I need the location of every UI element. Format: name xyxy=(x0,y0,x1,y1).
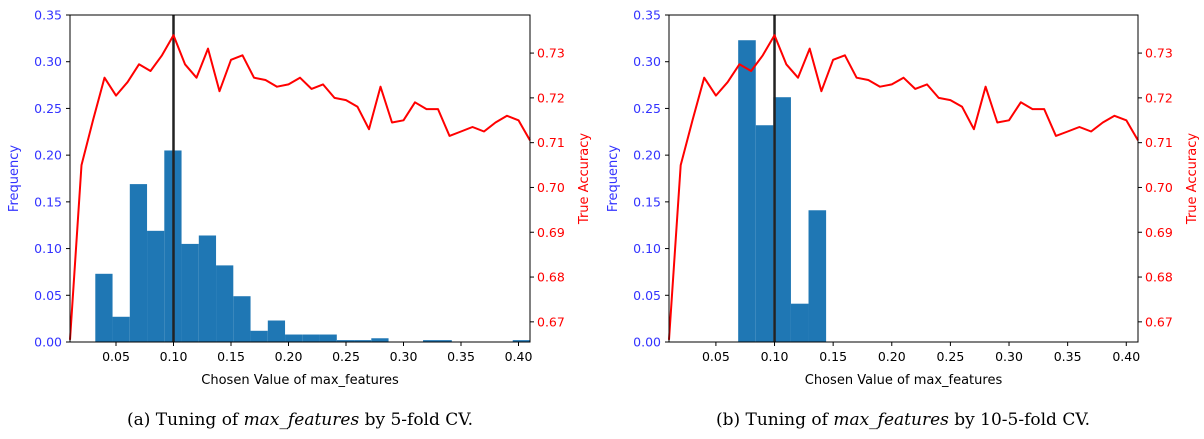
y-left-tick-label: 0.00 xyxy=(633,335,661,350)
y-right-tick-label: 0.69 xyxy=(537,225,565,240)
histogram-bar xyxy=(95,273,113,342)
histogram-bar xyxy=(371,338,389,342)
histogram-bar xyxy=(790,303,809,342)
y-left-tick-label: 0.30 xyxy=(633,54,661,69)
histogram-bar xyxy=(216,265,234,342)
histogram-bar xyxy=(267,320,286,342)
y-left-tick-label: 0.35 xyxy=(34,8,62,23)
histogram-bar xyxy=(233,296,251,342)
y-left-tick-label: 0.10 xyxy=(34,241,62,256)
histogram-bar xyxy=(285,334,303,342)
y-left-tick-label: 0.20 xyxy=(34,148,62,163)
x-tick-label: 0.05 xyxy=(102,349,130,364)
y-right-tick-label: 0.72 xyxy=(1145,90,1173,105)
histogram-bar xyxy=(773,97,791,343)
y-right-tick-label: 0.67 xyxy=(537,314,565,329)
x-tick-label: 0.20 xyxy=(878,349,906,364)
caption-suffix: by 10-5-fold CV. xyxy=(949,410,1090,430)
plot-frame xyxy=(69,14,531,343)
y-left-tick-label: 0.20 xyxy=(633,148,661,163)
true-accuracy-line xyxy=(69,34,531,340)
y-right-tick-label: 0.71 xyxy=(1145,135,1173,150)
y-right-tick-label: 0.72 xyxy=(537,90,565,105)
x-tick-label: 0.30 xyxy=(390,349,418,364)
y-left-axis-label: Frequency xyxy=(7,145,22,212)
histogram-bar xyxy=(755,125,774,342)
y-right-tick-label: 0.71 xyxy=(537,135,565,150)
x-tick-label: 0.10 xyxy=(761,349,789,364)
histogram-bar xyxy=(319,334,337,342)
y-left-tick-label: 0.15 xyxy=(34,194,62,209)
x-tick-label: 0.15 xyxy=(217,349,245,364)
caption-prefix: (a) Tuning of xyxy=(127,410,244,430)
histogram-bar xyxy=(808,210,827,342)
caption-suffix: by 5-fold CV. xyxy=(359,410,473,430)
x-tick-label: 0.35 xyxy=(1054,349,1082,364)
x-tick-label: 0.20 xyxy=(275,349,303,364)
panel-b: 0.05 0.10 0.15 0.20 0.25 0.30 0.35 0.40 0.00 0.05… xyxy=(606,8,1200,431)
y-left-tick-label: 0.25 xyxy=(34,101,62,116)
plot-frame xyxy=(668,14,1139,343)
true-accuracy-line xyxy=(668,34,1139,340)
y-right-tick-label: 0.73 xyxy=(537,46,565,61)
y-right-axis-label: True Accuracy xyxy=(1185,133,1200,225)
y-left-tick-label: 0.10 xyxy=(633,241,661,256)
caption-prefix: (b) Tuning of xyxy=(716,410,833,430)
panel-a: 0.05 0.10 0.15 0.20 0.25 0.30 0.35 0.40 0.00 0.05… xyxy=(7,8,592,431)
histogram-bar xyxy=(336,340,355,342)
histogram-bar xyxy=(129,184,148,342)
y-left-tick-label: 0.05 xyxy=(633,288,661,303)
y-right-tick-label: 0.69 xyxy=(1145,225,1173,240)
histogram-bar xyxy=(354,340,372,342)
caption-math: max_features xyxy=(244,410,360,430)
y-right-tick-label: 0.67 xyxy=(1145,314,1173,329)
histogram-bar xyxy=(512,340,530,342)
histogram-bar xyxy=(250,330,268,342)
y-left-tick-label: 0.35 xyxy=(633,8,661,23)
y-right-tick-label: 0.68 xyxy=(1145,270,1173,285)
y-right-tick-label: 0.70 xyxy=(1145,180,1173,195)
y-right-axis-label: True Accuracy xyxy=(577,133,592,225)
y-left-tick-label: 0.00 xyxy=(34,335,62,350)
y-right-tick-label: 0.73 xyxy=(1145,46,1173,61)
x-axis-label: Chosen Value of max_features xyxy=(805,373,1003,388)
histogram-bar xyxy=(147,230,165,342)
y-right-tick-label: 0.68 xyxy=(537,270,565,285)
figure-caption: (b) Tuning of max_features by 10-5-fold … xyxy=(716,410,1090,430)
x-tick-label: 0.40 xyxy=(1112,349,1140,364)
figure-caption: (a) Tuning of max_features by 5-fold CV. xyxy=(127,410,473,430)
y-left-tick-label: 0.25 xyxy=(633,101,661,116)
y-left-tick-label: 0.05 xyxy=(34,288,62,303)
x-tick-label: 0.15 xyxy=(819,349,847,364)
x-tick-label: 0.10 xyxy=(160,349,188,364)
x-tick-label: 0.35 xyxy=(447,349,475,364)
histogram-bar xyxy=(181,243,199,342)
y-left-tick-label: 0.30 xyxy=(34,54,62,69)
x-axis-label: Chosen Value of max_features xyxy=(201,373,399,388)
x-tick-label: 0.25 xyxy=(332,349,360,364)
y-left-tick-label: 0.15 xyxy=(633,194,661,209)
y-right-tick-label: 0.70 xyxy=(537,180,565,195)
histogram-bar xyxy=(738,40,756,343)
histogram-bar xyxy=(423,340,452,342)
x-tick-label: 0.25 xyxy=(936,349,964,364)
caption-math: max_features xyxy=(833,410,949,430)
x-tick-label: 0.05 xyxy=(702,349,730,364)
x-tick-label: 0.30 xyxy=(995,349,1023,364)
histogram-bar xyxy=(302,334,320,342)
y-left-axis-label: Frequency xyxy=(606,145,621,212)
histogram-bar xyxy=(112,316,130,342)
x-tick-label: 0.40 xyxy=(505,349,533,364)
histogram-bar xyxy=(198,235,217,342)
